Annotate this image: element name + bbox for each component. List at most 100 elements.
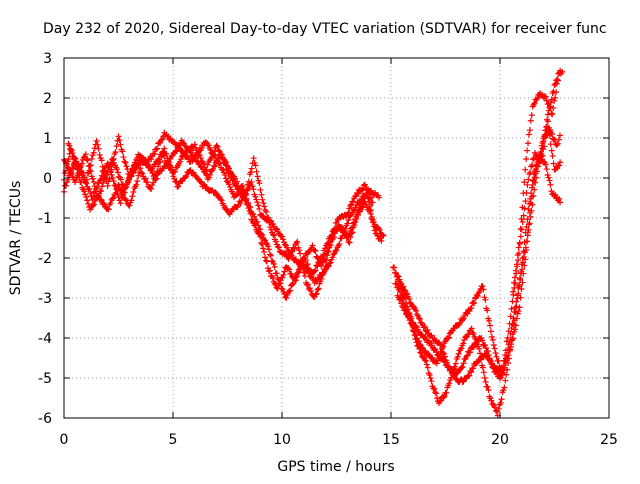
data-point (148, 156, 155, 163)
data-point (91, 183, 98, 190)
data-point (470, 331, 477, 338)
data-point (430, 385, 437, 392)
data-point (124, 180, 131, 187)
data-point (526, 200, 533, 207)
data-point (128, 197, 135, 204)
data-point (416, 341, 423, 348)
data-point (274, 243, 281, 250)
data-point (154, 145, 161, 152)
data-point (522, 198, 529, 205)
data-point (290, 280, 297, 287)
data-point (105, 206, 112, 213)
data-point (122, 159, 129, 166)
data-point (90, 178, 97, 185)
y-tick-label: -1 (38, 211, 52, 227)
data-point (424, 364, 431, 371)
data-point (422, 357, 429, 364)
data-point (539, 145, 546, 152)
data-point (534, 95, 541, 102)
data-point (524, 216, 531, 223)
data-point (275, 276, 282, 283)
data-point (168, 166, 175, 173)
data-point (495, 358, 502, 365)
data-point (527, 213, 534, 220)
data-point (279, 233, 285, 240)
data-point (126, 176, 133, 183)
data-point (65, 165, 72, 172)
data-point (102, 174, 109, 181)
data-point (175, 183, 182, 190)
data-point (528, 207, 535, 214)
data-point (467, 349, 474, 356)
data-point (142, 175, 149, 182)
data-point (123, 163, 130, 170)
data-point (254, 218, 261, 225)
data-point (100, 200, 107, 207)
data-point (78, 179, 85, 186)
data-point (71, 160, 78, 167)
data-point (346, 205, 353, 212)
data-point (96, 177, 103, 184)
data-point (74, 166, 81, 173)
data-point (150, 179, 157, 186)
data-point (108, 171, 115, 178)
data-point (527, 195, 534, 202)
data-point (487, 328, 494, 335)
data-point (547, 141, 554, 148)
series-4 (65, 140, 383, 286)
data-point (259, 196, 266, 203)
data-point (285, 255, 292, 262)
data-point (504, 346, 511, 353)
data-point (361, 181, 368, 188)
data-point (257, 186, 264, 193)
data-point (122, 196, 129, 203)
data-point (317, 272, 324, 279)
data-point (114, 169, 121, 176)
data-point (405, 306, 412, 313)
data-point (124, 166, 131, 173)
data-point (500, 387, 507, 394)
data-point (428, 342, 435, 349)
data-point (514, 251, 521, 258)
data-point (527, 117, 534, 124)
y-tick-label: -2 (38, 251, 52, 267)
data-point (519, 218, 526, 225)
data-point (493, 353, 500, 360)
data-point (85, 200, 92, 207)
data-point (236, 188, 243, 195)
data-point (154, 168, 161, 175)
data-point (99, 183, 106, 190)
data-point (99, 163, 106, 170)
data-point (255, 222, 262, 229)
data-point (545, 124, 552, 131)
data-point (525, 140, 532, 147)
data-point (258, 230, 265, 237)
data-point (472, 335, 479, 342)
data-point (351, 207, 358, 214)
data-point (503, 371, 510, 378)
data-point (279, 236, 286, 243)
data-point (204, 141, 211, 148)
data-point (299, 261, 306, 268)
data-point (247, 169, 254, 176)
x-tick-label: 15 (382, 432, 400, 448)
data-point (330, 251, 337, 258)
data-point (155, 157, 162, 164)
data-point (312, 291, 319, 298)
data-point (259, 232, 266, 239)
data-point (482, 378, 489, 385)
data-point (442, 353, 449, 360)
data-point (144, 179, 151, 186)
data-point (348, 225, 355, 232)
data-point (130, 188, 137, 195)
data-point (304, 267, 311, 274)
data-point (226, 168, 233, 175)
data-point (264, 243, 271, 250)
data-point (517, 225, 524, 232)
data-point (283, 294, 290, 301)
data-point (82, 151, 89, 158)
data-point (253, 168, 260, 175)
data-point (411, 327, 418, 334)
